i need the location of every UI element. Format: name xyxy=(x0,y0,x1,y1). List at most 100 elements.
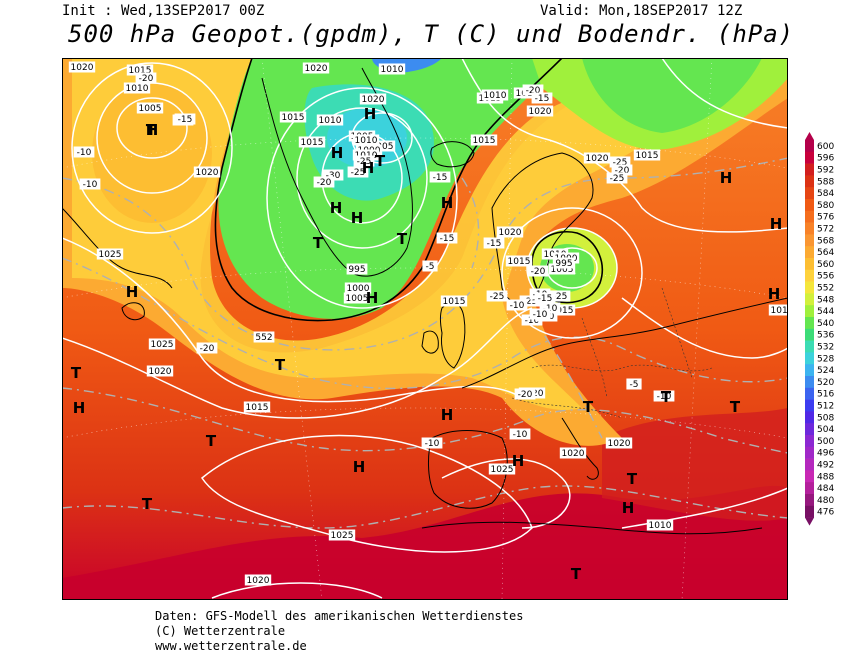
isobar-label: 1010 xyxy=(126,84,149,94)
contour-552-scandinavia xyxy=(531,231,604,304)
legend-label: 512 xyxy=(817,402,834,412)
isobar-label: 1020 xyxy=(529,107,552,117)
isobar-label-bg xyxy=(548,263,576,275)
low-pressure-center: T xyxy=(661,388,672,406)
isotherm-label-bg xyxy=(534,292,556,304)
isotherm-label: -5 xyxy=(426,262,435,272)
legend-swatch xyxy=(805,340,814,353)
isotherm-label: -10 xyxy=(513,430,528,440)
isobar-label-bg xyxy=(481,89,509,101)
isotherm-label: -20 xyxy=(200,344,215,354)
legend-swatch xyxy=(805,199,814,212)
legend-label: 544 xyxy=(817,307,834,317)
isotherm-label: -25 xyxy=(610,174,625,184)
legend-swatch xyxy=(805,482,814,495)
legend-swatch xyxy=(805,435,814,448)
isotherm-label-bg xyxy=(421,437,443,449)
high-pressure-center: H xyxy=(770,215,783,233)
isobar-label: 995 xyxy=(348,265,365,275)
isobar-label: 1015 xyxy=(282,113,305,123)
isotherm-label: -15 xyxy=(535,94,550,104)
high-pressure-center: H xyxy=(331,144,344,162)
isobar-label-bg xyxy=(633,149,661,161)
isobar-label-bg xyxy=(136,102,164,114)
isotherm-label: -20 xyxy=(518,390,533,400)
isobar-label: 1015 xyxy=(636,151,659,161)
coast-britain xyxy=(440,302,466,369)
isobar-label-bg xyxy=(378,63,406,75)
isotherm-label: -20 xyxy=(317,178,332,188)
low-pressure-center: T xyxy=(275,356,286,374)
isobar-label: 1010 xyxy=(355,136,378,146)
legend-label: 552 xyxy=(817,284,834,294)
isotherm-label-bg xyxy=(196,342,218,354)
legend-label: 596 xyxy=(817,154,834,164)
isotherm-label-bg xyxy=(529,308,551,320)
low-pressure-center: T xyxy=(397,230,408,248)
low-pressure-center: T xyxy=(313,234,324,252)
high-pressure-center: H xyxy=(720,169,733,187)
coast-newfoundland xyxy=(121,302,145,321)
isotherm-label-bg xyxy=(73,146,95,158)
legend-arrow-top xyxy=(805,132,814,140)
isobar-label: 1010 xyxy=(319,116,342,126)
isobar-label-bg xyxy=(646,519,674,531)
legend-label: 484 xyxy=(817,484,834,494)
legend-label: 496 xyxy=(817,449,834,459)
legend-label: 492 xyxy=(817,461,834,471)
isotherm-label: -10 xyxy=(533,310,548,320)
isotherm-label-bg xyxy=(606,172,628,184)
ridge-zone-inner xyxy=(72,58,762,411)
legend-swatch xyxy=(805,446,814,459)
legend-swatch xyxy=(805,163,814,176)
isobar-label: 1020 xyxy=(247,576,270,586)
high-pressure-center: H xyxy=(73,399,86,417)
legend-label: 508 xyxy=(817,413,834,423)
isobar-label: 1015 xyxy=(443,297,466,307)
coast-greenland xyxy=(261,67,413,277)
legend-label: 548 xyxy=(817,295,834,305)
isobar-label-bg xyxy=(553,257,575,269)
map-frame xyxy=(62,58,788,600)
isobar-label: 1020 xyxy=(362,95,385,105)
init-time: Init : Wed,13SEP2017 00Z xyxy=(62,3,265,19)
isobar-label: 1025 xyxy=(331,531,354,541)
legend-label: 532 xyxy=(817,343,834,353)
isotherm-label: -10 xyxy=(83,180,98,190)
footer-data-source: Daten: GFS-Modell des amerikanischen Wet… xyxy=(155,609,524,623)
northeast-trough-core xyxy=(582,58,762,133)
isotherm-label-bg xyxy=(174,113,196,125)
isobar-label: 1010 xyxy=(381,65,404,75)
high-pressure-center: H xyxy=(768,285,781,303)
legend-swatch xyxy=(805,505,814,518)
legend-label: 516 xyxy=(817,390,834,400)
legend-swatch xyxy=(805,352,814,365)
isotherm-label-bg xyxy=(322,169,344,181)
low-pressure-center: T xyxy=(71,364,82,382)
legend-label: 576 xyxy=(817,213,834,223)
low-pressure-center: T xyxy=(142,495,153,513)
coast-iberia xyxy=(428,430,508,509)
legend-swatch xyxy=(805,494,814,507)
isobar-label: 1015 xyxy=(473,136,496,146)
legend-swatch xyxy=(805,458,814,471)
isobar-label: 1020 xyxy=(586,154,609,164)
low-pressure-center: T xyxy=(206,432,217,450)
low-pressure-center: T xyxy=(146,121,157,139)
isotherm-label-bg xyxy=(626,378,642,390)
isobar-label: 1020 xyxy=(608,439,631,449)
legend-swatch xyxy=(805,175,814,188)
isobar-label-bg xyxy=(244,574,272,586)
isotherm-label: -15 xyxy=(538,294,553,304)
coast-italy xyxy=(561,417,599,480)
isotherm-label: -15 xyxy=(487,239,502,249)
legend-label: 592 xyxy=(817,166,834,176)
isobar-label: 1015 xyxy=(129,66,152,76)
isobar-label-bg xyxy=(346,263,368,275)
isotherm-label: -10 xyxy=(657,392,672,402)
legend-swatch xyxy=(805,281,814,294)
high-pressure-center: H xyxy=(353,458,366,476)
isobar-label-bg xyxy=(496,226,524,238)
footer-url[interactable]: www.wetterzentrale.de xyxy=(155,639,307,653)
low-pressure-center: T xyxy=(375,152,386,170)
